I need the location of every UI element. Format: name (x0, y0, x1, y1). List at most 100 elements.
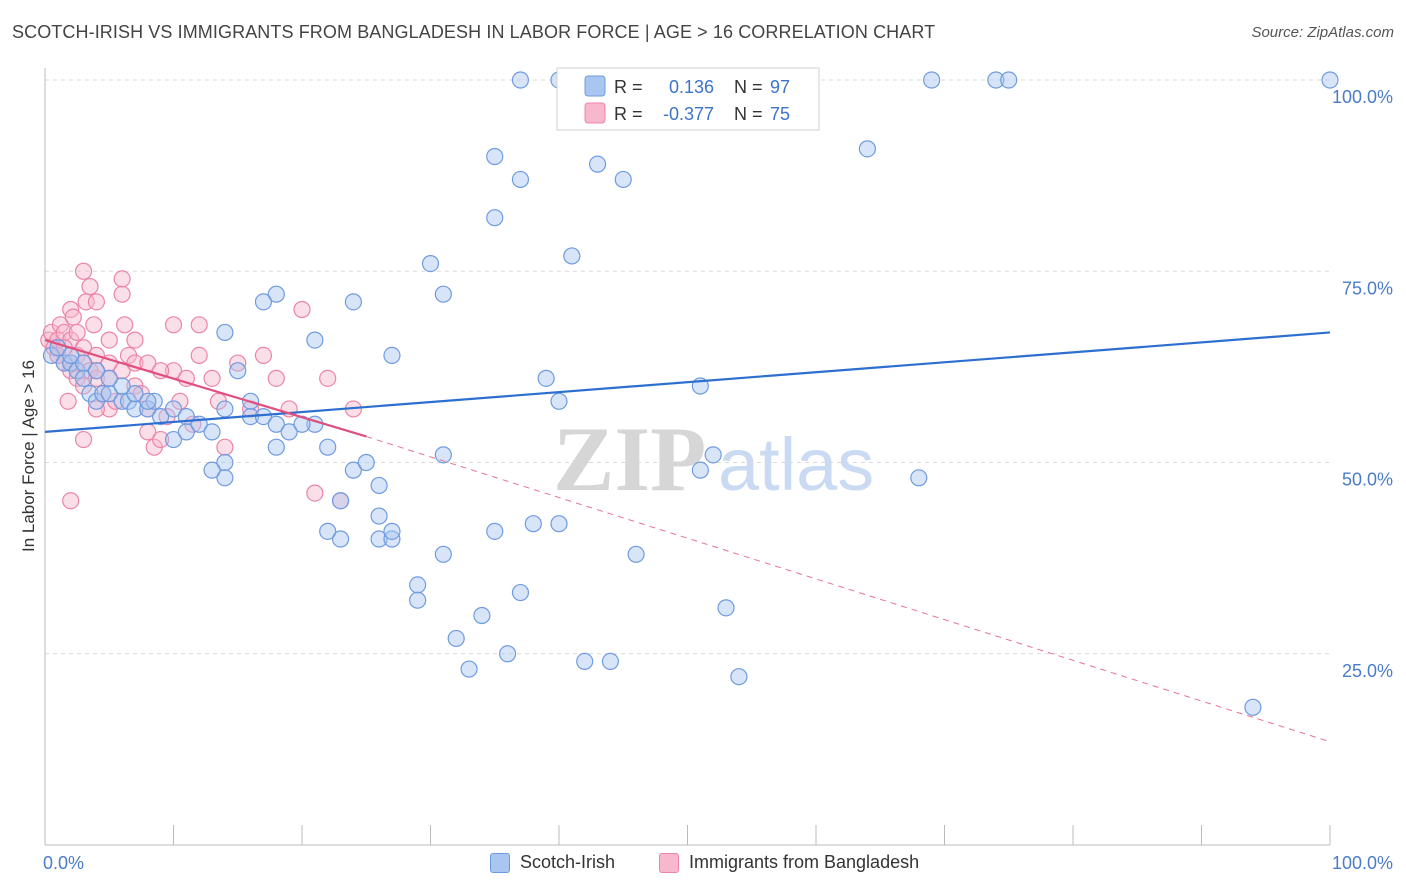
point-scotch-irish-73 (486, 522, 504, 540)
point-scotch-irish-79 (601, 652, 620, 671)
watermark-atlas: atlas (718, 423, 874, 506)
point-scotch-irish-96 (74, 354, 93, 372)
point-bangladesh-74 (62, 492, 80, 510)
point-scotch-irish-84 (730, 668, 748, 686)
point-bangladesh-48 (203, 369, 221, 387)
point-bangladesh-13 (68, 323, 86, 342)
point-scotch-irish-85 (910, 469, 928, 487)
trend-lines (44, 331, 1331, 743)
bangladesh-swatch (659, 852, 679, 873)
point-scotch-irish-21 (537, 369, 555, 387)
chart-title: SCOTCH-IRISH VS IMMIGRANTS FROM BANGLADE… (12, 22, 936, 42)
trend-line-bangladesh-extension (366, 436, 1331, 743)
point-bangladesh-56 (293, 300, 311, 319)
point-scotch-irish-59 (344, 461, 362, 479)
bottom-legend-label-scotch-irish: Scotch-Irish (520, 852, 616, 872)
series-bangladesh-points (40, 262, 362, 510)
point-scotch-irish-82 (704, 446, 722, 464)
point-scotch-irish-18 (216, 323, 234, 342)
point-scotch-irish-43 (177, 423, 195, 441)
point-scotch-irish-5 (1321, 71, 1339, 89)
point-bangladesh-50 (216, 438, 234, 456)
point-scotch-irish-20 (383, 346, 401, 364)
point-scotch-irish-15 (434, 285, 452, 303)
point-scotch-irish-51 (267, 438, 285, 456)
legend-swatch-pink (584, 102, 606, 124)
point-scotch-irish-56 (216, 453, 234, 472)
legend-r-value-1: 0.136 (669, 77, 714, 97)
y-tick-label-0: 25.0% (1342, 661, 1393, 681)
point-scotch-irish-8 (588, 155, 607, 173)
point-bangladesh-29 (113, 285, 131, 303)
point-bangladesh-41 (164, 316, 183, 334)
point-scotch-irish-11 (486, 209, 504, 227)
legend-r-value-2: -0.377 (663, 104, 714, 124)
point-scotch-irish-69 (434, 446, 452, 464)
legend-box: R = 0.136 N = 97 R = -0.377 N = 75 (556, 67, 820, 131)
point-scotch-irish-19 (306, 331, 324, 349)
tick-labels: 25.0% 50.0% 75.0% 100.0% 0.0% 100.0% (43, 87, 1393, 873)
point-scotch-irish-2 (923, 71, 941, 89)
point-bangladesh-54 (267, 369, 285, 387)
x-tick-label-0: 0.0% (43, 853, 84, 873)
point-scotch-irish-16 (344, 293, 362, 311)
point-scotch-irish-0 (511, 71, 530, 89)
legend-n-label-2: N = (734, 104, 763, 124)
bottom-legend-item-scotch-irish: Scotch-Irish (490, 852, 615, 873)
point-scotch-irish-65 (383, 522, 401, 540)
y-tick-label-2: 75.0% (1342, 278, 1393, 298)
point-scotch-irish-22 (550, 392, 568, 410)
point-scotch-irish-62 (370, 507, 388, 525)
point-scotch-irish-60 (357, 453, 375, 472)
bottom-legend-item-bangladesh: Immigrants from Bangladesh (659, 852, 919, 873)
legend-n-label-1: N = (734, 77, 763, 97)
x-tick-label-1: 100.0% (1332, 853, 1393, 873)
point-scotch-irish-40 (164, 430, 183, 449)
legend-n-value-2: 75 (770, 104, 790, 124)
point-scotch-irish-86 (1244, 698, 1262, 716)
point-scotch-irish-92 (126, 385, 144, 403)
point-scotch-irish-70 (447, 629, 465, 648)
legend-r-label-1: R = (614, 77, 643, 97)
point-bangladesh-39 (152, 430, 170, 449)
point-scotch-irish-38 (145, 392, 163, 410)
point-scotch-irish-87 (331, 530, 350, 548)
axes (44, 68, 1331, 846)
legend-swatch-blue (584, 75, 606, 97)
point-scotch-irish-95 (87, 362, 106, 380)
point-scotch-irish-88 (319, 522, 337, 540)
point-scotch-irish-3 (987, 71, 1005, 89)
point-scotch-irish-45 (203, 423, 221, 441)
point-bangladesh-16 (74, 262, 93, 280)
point-scotch-irish-47 (229, 362, 247, 380)
watermark-zip: ZIP (553, 408, 706, 510)
bottom-legend: Scotch-Irish Immigrants from Bangladesh (0, 852, 1406, 878)
point-scotch-irish-53 (280, 423, 298, 441)
point-scotch-irish-81 (691, 461, 709, 479)
point-scotch-irish-34 (113, 392, 131, 410)
point-scotch-irish-10 (858, 140, 877, 158)
point-scotch-irish-32 (94, 385, 112, 403)
point-scotch-irish-71 (460, 660, 478, 678)
point-bangladesh-20 (85, 316, 103, 334)
point-scotch-irish-12 (563, 247, 581, 265)
point-scotch-irish-17 (254, 293, 273, 311)
trend-line-bangladesh (44, 339, 367, 438)
point-bangladesh-69 (126, 354, 144, 372)
bottom-legend-label-bangladesh: Immigrants from Bangladesh (689, 852, 920, 872)
point-scotch-irish-14 (267, 285, 285, 303)
point-bangladesh-19 (81, 277, 99, 296)
point-bangladesh-57 (306, 484, 324, 502)
scotch-irish-swatch (490, 852, 510, 873)
point-scotch-irish-91 (139, 392, 157, 410)
point-scotch-irish-9 (614, 170, 632, 189)
point-bangladesh-11 (64, 308, 82, 326)
point-bangladesh-25 (100, 331, 118, 349)
point-scotch-irish-83 (717, 599, 735, 617)
point-bangladesh-21 (87, 293, 106, 311)
point-scotch-irish-39 (152, 408, 170, 426)
point-bangladesh-47 (190, 316, 208, 334)
source-label: Source: ZipAtlas.com (1251, 24, 1394, 41)
point-scotch-irish-33 (100, 385, 118, 403)
